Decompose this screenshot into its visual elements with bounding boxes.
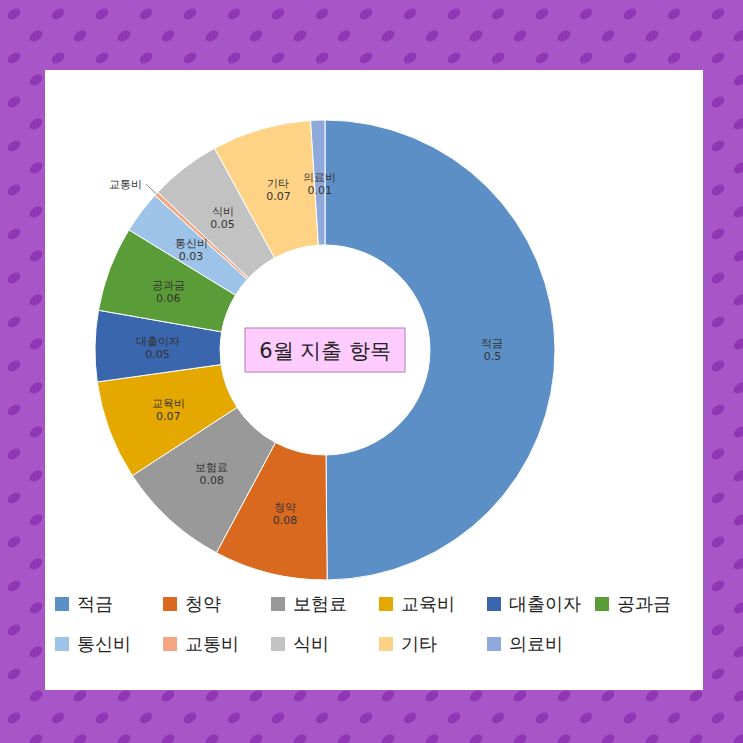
legend-label: 보험료 bbox=[293, 593, 347, 614]
legend-item: 교육비 bbox=[379, 593, 455, 614]
slice-value: 0.03 bbox=[179, 250, 204, 263]
slice bbox=[215, 120, 319, 257]
slice-label: 식비 bbox=[212, 205, 234, 218]
legend-label: 식비 bbox=[293, 633, 329, 654]
legend: 적금 청약 보험료 교육비 대출이자 공과금통신비 교통비 식비 기타 의료비 bbox=[55, 593, 671, 654]
legend-label: 기타 bbox=[401, 633, 437, 654]
slice-label: 청약 bbox=[274, 501, 296, 514]
legend-item: 교통비 bbox=[163, 633, 239, 654]
slice-value: 0.06 bbox=[156, 292, 181, 305]
legend-swatch bbox=[271, 637, 285, 651]
legend-label: 교육비 bbox=[401, 593, 455, 614]
legend-item: 대출이자 bbox=[487, 593, 581, 614]
legend-swatch bbox=[487, 597, 501, 611]
legend-swatch bbox=[163, 597, 177, 611]
legend-label: 교통비 bbox=[185, 633, 239, 654]
slice-value: 0.01 bbox=[308, 184, 333, 197]
slice bbox=[97, 365, 237, 476]
slice-label: 의료비 bbox=[303, 171, 336, 184]
slice-value: 0.07 bbox=[266, 190, 291, 203]
legend-swatch bbox=[55, 637, 69, 651]
legend-swatch bbox=[379, 637, 393, 651]
legend-item: 공과금 bbox=[595, 593, 671, 614]
legend-item: 적금 bbox=[55, 593, 113, 614]
slice-label: 기타 bbox=[267, 177, 289, 190]
slice-label: 적금 bbox=[481, 337, 503, 350]
slice-value: 0.05 bbox=[145, 348, 170, 361]
legend-item: 의료비 bbox=[487, 633, 563, 654]
panel bbox=[45, 70, 703, 690]
legend-item: 기타 bbox=[379, 633, 437, 654]
background bbox=[0, 0, 743, 743]
slice-value: 0.08 bbox=[200, 474, 225, 487]
legend-swatch bbox=[163, 637, 177, 651]
legend-item: 통신비 bbox=[55, 633, 131, 654]
legend-label: 대출이자 bbox=[509, 593, 581, 614]
donut: 적금0.5청약0.08보험료0.08교육비0.07대출이자0.05공과금0.06… bbox=[95, 120, 555, 580]
legend-label: 청약 bbox=[185, 593, 221, 614]
slice-label: 보험료 bbox=[195, 461, 228, 474]
title-box bbox=[245, 328, 405, 372]
slice-label: 대출이자 bbox=[136, 335, 180, 348]
legend-label: 공과금 bbox=[617, 593, 671, 614]
leader-line bbox=[146, 184, 156, 194]
legend-item: 청약 bbox=[163, 593, 221, 614]
slices bbox=[95, 120, 555, 580]
legend-swatch bbox=[595, 597, 609, 611]
data-labels: 적금0.5청약0.08보험료0.08교육비0.07대출이자0.05공과금0.06… bbox=[109, 171, 504, 527]
slice-label: 통신비 bbox=[175, 237, 208, 250]
chart-root: 적금0.5청약0.08보험료0.08교육비0.07대출이자0.05공과금0.06… bbox=[0, 0, 743, 743]
legend-label: 통신비 bbox=[77, 633, 131, 654]
legend-swatch bbox=[55, 597, 69, 611]
slice-label: 공과금 bbox=[152, 279, 185, 292]
title-group: 6월 지출 항목 bbox=[245, 328, 405, 372]
slice-value: 0.05 bbox=[210, 218, 235, 231]
legend-swatch bbox=[487, 637, 501, 651]
legend-label: 의료비 bbox=[509, 633, 563, 654]
legend-label: 적금 bbox=[77, 593, 113, 614]
legend-swatch bbox=[379, 597, 393, 611]
legend-swatch bbox=[271, 597, 285, 611]
legend-item: 식비 bbox=[271, 633, 329, 654]
slice-value: 0.08 bbox=[273, 514, 298, 527]
legend-item: 보험료 bbox=[271, 593, 347, 614]
slice-label: 교육비 bbox=[152, 397, 185, 410]
slice-value: 0.5 bbox=[484, 350, 502, 363]
slice-label: 교통비 bbox=[109, 178, 142, 191]
title: 6월 지출 항목 bbox=[259, 339, 391, 363]
slice-value: 0.07 bbox=[156, 410, 181, 423]
